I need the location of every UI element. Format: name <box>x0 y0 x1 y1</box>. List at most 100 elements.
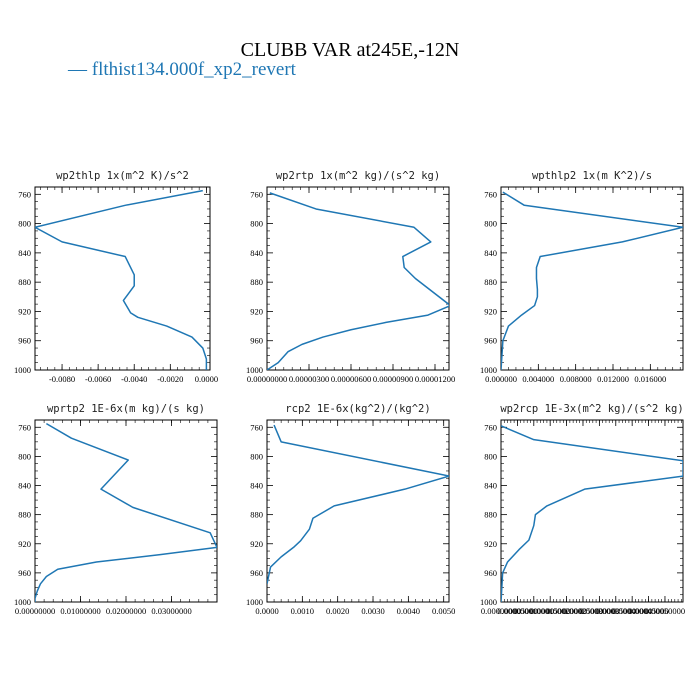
panel-6: wp2rcp 1E-3x(m^2 kg)/(s^2 kg)0.000000000… <box>480 403 685 616</box>
plot-frame <box>34 186 211 371</box>
plot-frame <box>500 419 684 603</box>
x-tick-label: 0.008000 <box>560 374 592 384</box>
y-tick-label: 840 <box>484 248 497 258</box>
x-tick-label: 0.016000 <box>634 374 666 384</box>
y-tick-label: 760 <box>18 189 31 199</box>
y-tick-label: 1000 <box>480 597 497 607</box>
x-tick-label: 0.0050 <box>432 606 455 616</box>
y-tick-label: 920 <box>18 306 31 316</box>
legend-label: — flthist134.000f_xp2_revert <box>67 59 297 80</box>
y-tick-label: 880 <box>484 510 497 520</box>
panel-title: wpthlp2 1x(m K^2)/s <box>532 170 652 182</box>
y-tick-label: 800 <box>484 451 497 461</box>
series-line <box>35 422 217 602</box>
x-tick-label: 0.00010000 <box>514 606 554 616</box>
panel-title: wp2rtp 1x(m^2 kg)/(s^2 kg) <box>276 170 440 182</box>
y-tick-label: 960 <box>18 568 31 578</box>
panel-title: wp2rcp 1E-3x(m^2 kg)/(s^2 kg) <box>500 403 683 415</box>
x-tick-label: 0.00035000 <box>596 606 636 616</box>
plot-frame <box>500 186 684 371</box>
x-tick-label: 0.00045000 <box>628 606 668 616</box>
y-tick-label: 920 <box>250 306 263 316</box>
y-tick-label: 760 <box>484 422 497 432</box>
x-tick-label: 0.00020000 <box>546 606 586 616</box>
y-tick-label: 800 <box>18 451 31 461</box>
x-tick-label: 0.00000900 <box>373 374 413 384</box>
panel-3: wpthlp2 1x(m K^2)/s 0.000000 0.004000 0.008… <box>480 170 684 384</box>
y-tick-label: 760 <box>250 422 263 432</box>
y-tick-label: 760 <box>18 422 31 432</box>
panel-4: wprtp2 1E-6x(m kg)/(s kg) 0.00000000 0.010… <box>14 403 218 616</box>
x-tick-label: 0.00040000 <box>612 606 652 616</box>
x-tick-label: 0.02000000 <box>106 606 146 616</box>
x-tick-label: 0.0030 <box>361 606 384 616</box>
x-tick-label: 0.03000000 <box>151 606 191 616</box>
y-tick-label: 880 <box>250 277 263 287</box>
series-line <box>501 191 683 370</box>
x-tick-label: 0.0000 <box>195 374 218 384</box>
panel-5: rcp2 1E-6x(kg^2)/(kg^2) 0.0000 0.0010 0.002… <box>246 403 455 616</box>
x-tick-label: 0.0010 <box>291 606 314 616</box>
x-tick-label: 0.00030000 <box>579 606 619 616</box>
y-tick-label: 960 <box>484 336 497 346</box>
y-tick-label: 920 <box>484 306 497 316</box>
x-tick-label: 0.00005000 <box>497 606 537 616</box>
y-tick-label: 800 <box>250 451 263 461</box>
plot-frame <box>266 419 450 603</box>
plot-frame <box>266 186 450 371</box>
y-tick-label: 1000 <box>246 365 263 375</box>
y-tick-label: 840 <box>250 481 263 491</box>
x-tick-label: 0.00015000 <box>530 606 570 616</box>
y-tick-label: 1000 <box>480 365 497 375</box>
series-line <box>35 189 208 370</box>
y-tick-label: 920 <box>18 539 31 549</box>
y-tick-label: 1000 <box>246 597 263 607</box>
x-tick-label: -0.0080 <box>49 374 75 384</box>
y-tick-label: 760 <box>484 189 497 199</box>
series-line <box>267 192 449 370</box>
y-tick-label: 880 <box>484 277 497 287</box>
legend: — flthist134.000f_xp2_revert <box>67 59 297 80</box>
x-tick-label: -0.0040 <box>121 374 147 384</box>
panel-title: wprtp2 1E-6x(m kg)/(s kg) <box>47 403 205 415</box>
y-tick-label: 960 <box>250 336 263 346</box>
y-tick-label: 800 <box>484 219 497 229</box>
y-tick-label: 840 <box>250 248 263 258</box>
y-tick-label: 840 <box>484 481 497 491</box>
x-tick-label: 0.00000000 <box>481 606 521 616</box>
x-tick-label: 0.000000 <box>485 374 517 384</box>
y-tick-label: 920 <box>484 539 497 549</box>
x-tick-label: 0.0040 <box>397 606 420 616</box>
series-line <box>267 424 449 584</box>
x-tick-label: -0.0020 <box>157 374 183 384</box>
y-tick-label: 880 <box>250 510 263 520</box>
y-tick-label: 880 <box>18 277 31 287</box>
x-tick-label: 0.00025000 <box>563 606 603 616</box>
x-tick-label: 0.012000 <box>597 374 629 384</box>
y-tick-label: 760 <box>250 189 263 199</box>
panel-1: wp2thlp 1x(m^2 K)/s^2 -0.0080 -0.0060 -0.00… <box>14 170 218 384</box>
y-tick-label: 1000 <box>14 365 31 375</box>
y-tick-label: 800 <box>18 219 31 229</box>
x-tick-label: 0.0020 <box>326 606 349 616</box>
panel-title: rcp2 1E-6x(kg^2)/(kg^2) <box>285 403 430 415</box>
y-tick-label: 880 <box>18 510 31 520</box>
y-tick-label: 840 <box>18 481 31 491</box>
panel-2: wp2rtp 1x(m^2 kg)/(s^2 kg)0.00000000 0.00… <box>246 170 455 384</box>
y-tick-label: 840 <box>18 248 31 258</box>
x-tick-label: 0.0000 <box>255 606 278 616</box>
x-tick-label: 0.00001200 <box>415 374 455 384</box>
x-tick-label: 0.00000000 <box>247 374 287 384</box>
y-tick-label: 960 <box>18 336 31 346</box>
y-tick-label: 800 <box>250 219 263 229</box>
figure-title: CLUBB VAR at245E,-12N <box>241 39 460 61</box>
x-tick-label: 0.00000600 <box>331 374 371 384</box>
x-tick-label: 0.01000000 <box>60 606 100 616</box>
y-tick-label: 1000 <box>14 597 31 607</box>
plot-frame <box>34 419 218 603</box>
y-tick-label: 960 <box>250 568 263 578</box>
x-tick-label: 0.00000300 <box>289 374 329 384</box>
x-tick-label: 0.004000 <box>522 374 554 384</box>
x-tick-label: 0.00050000 <box>645 606 685 616</box>
